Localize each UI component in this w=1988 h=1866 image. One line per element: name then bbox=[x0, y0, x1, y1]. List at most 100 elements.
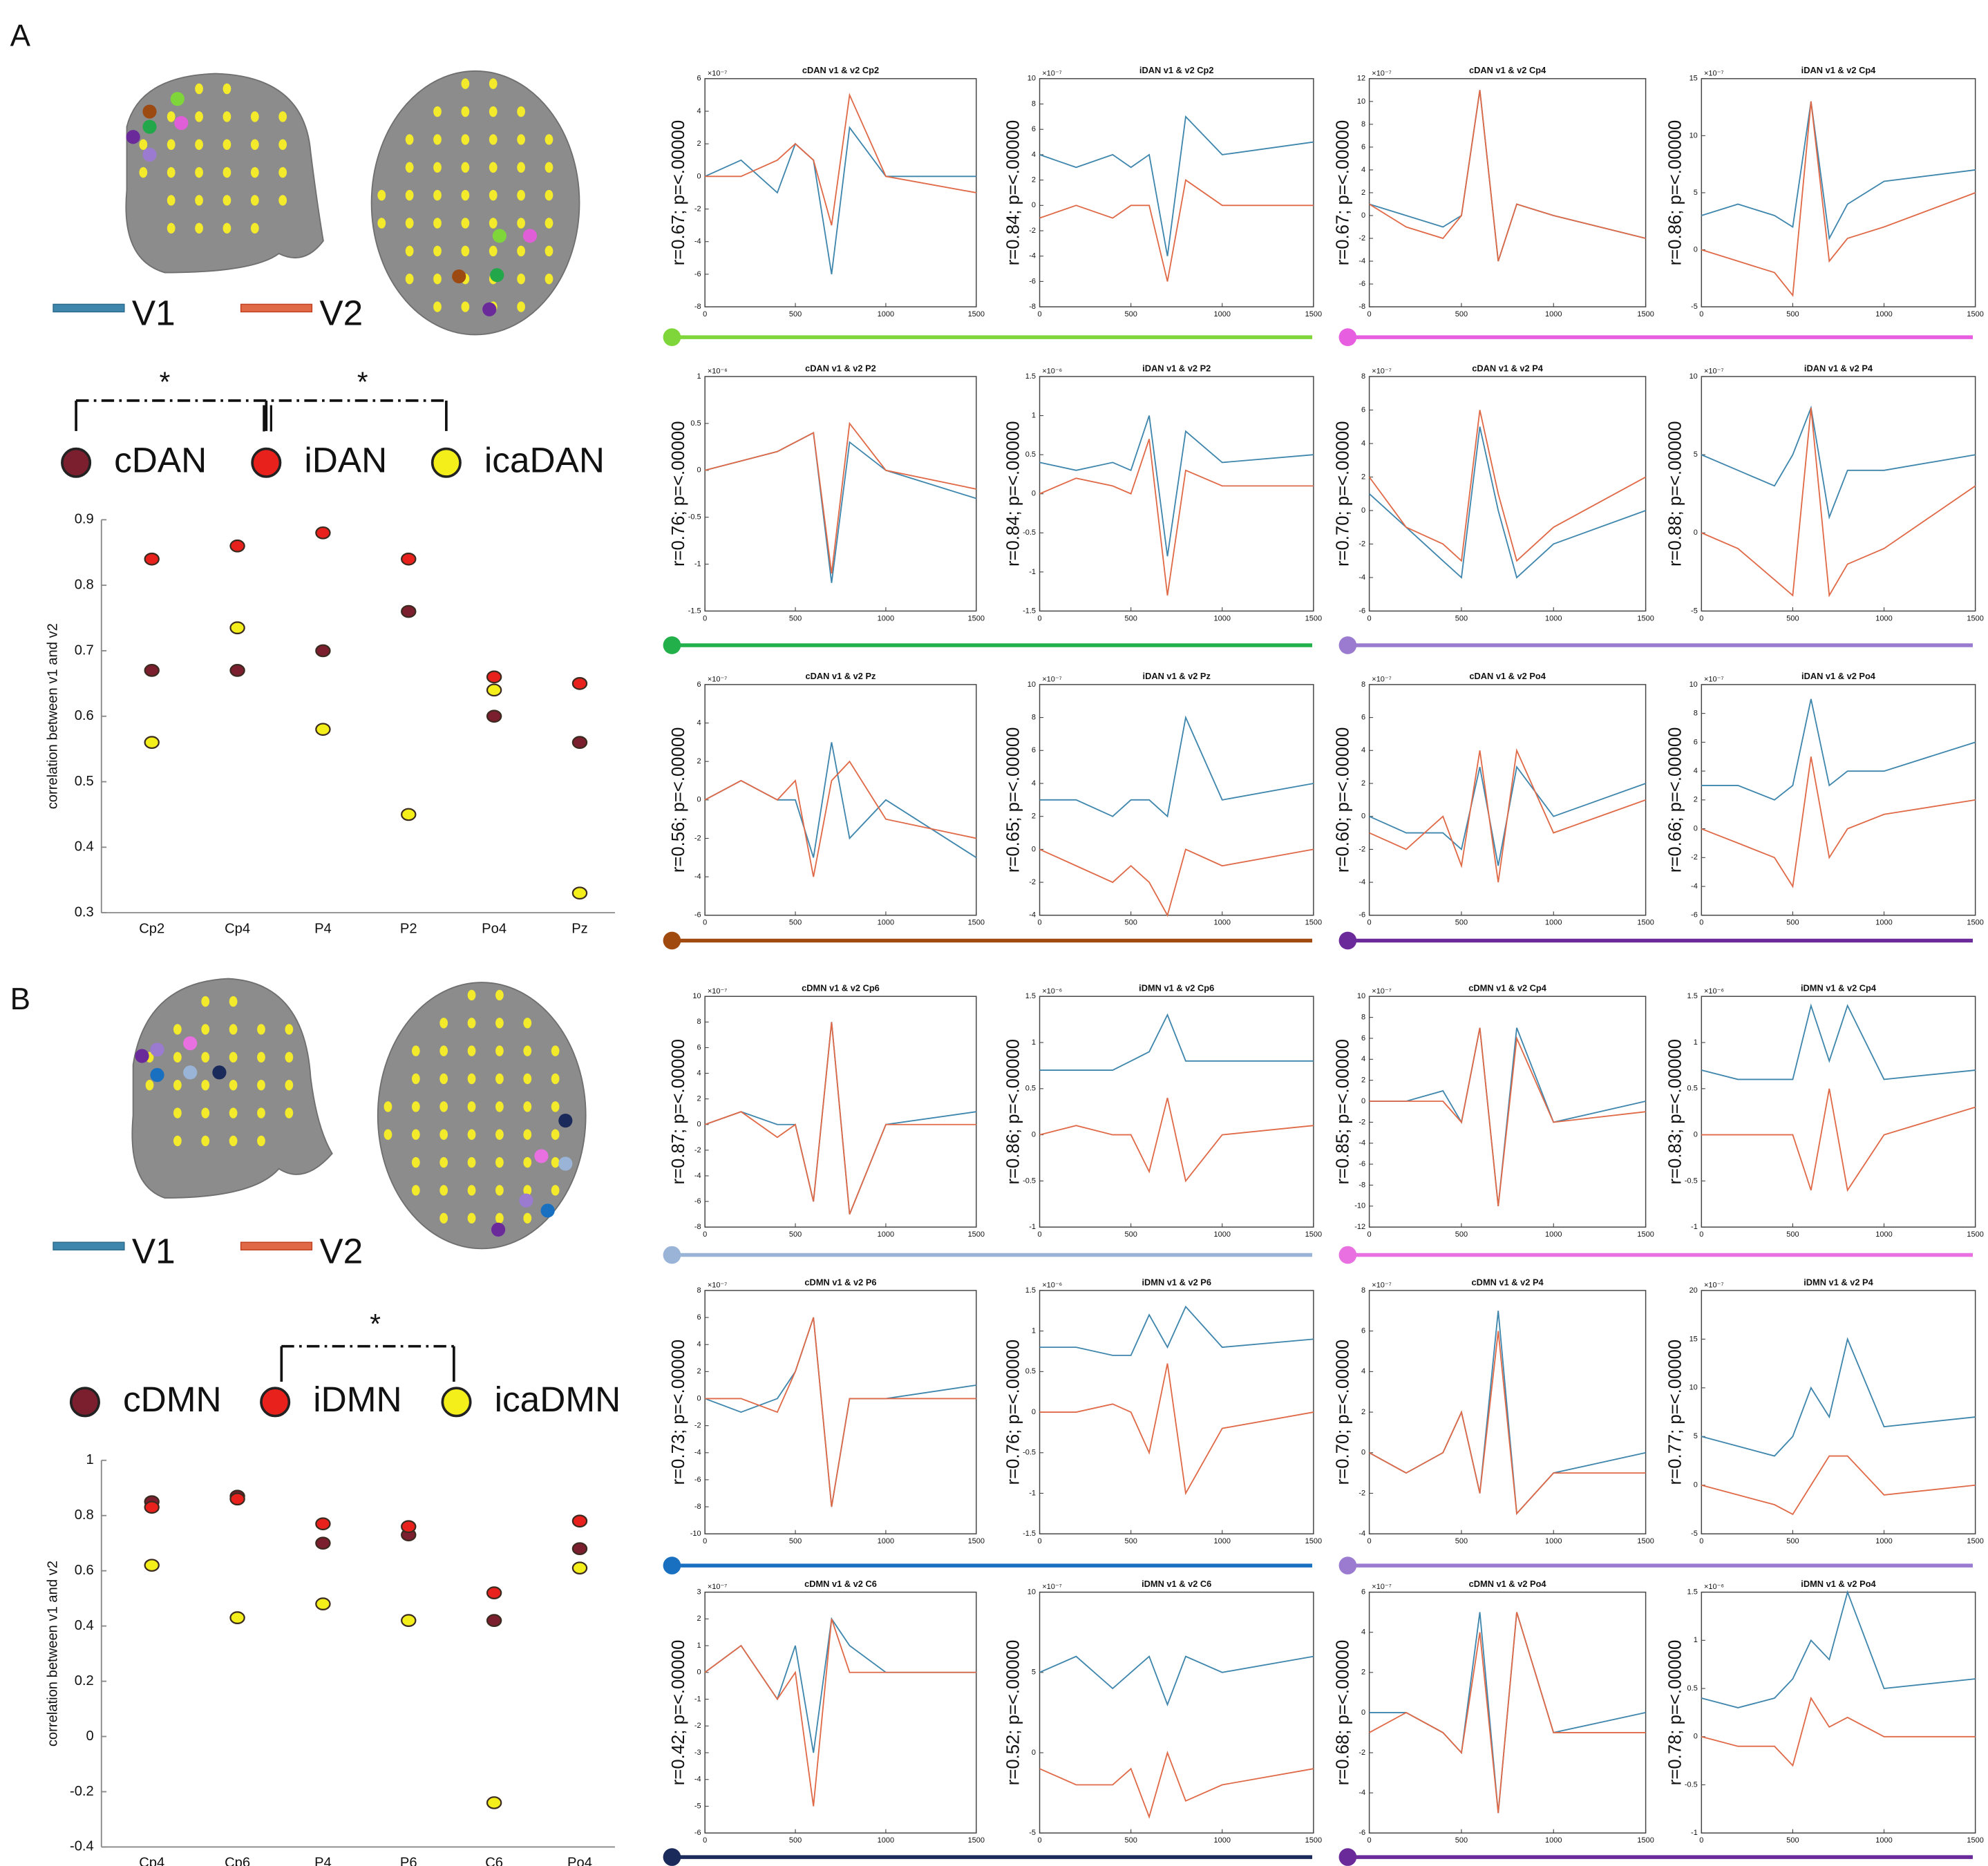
y-tick-label: 1.5 bbox=[1025, 372, 1036, 381]
x-tick-label: 500 bbox=[789, 1537, 802, 1545]
x-tick-label: 1500 bbox=[1305, 310, 1322, 318]
electrode bbox=[439, 1130, 448, 1140]
plot-title: iDMN v1 & v2 Cp4 bbox=[1801, 983, 1877, 993]
y-tick-label: 4 bbox=[1361, 439, 1365, 448]
y-exponent: ×10⁻⁷ bbox=[1704, 368, 1723, 376]
electrode bbox=[462, 190, 470, 200]
y-tick-label: 3 bbox=[697, 1588, 701, 1597]
legend-label: cDMN bbox=[123, 1379, 222, 1419]
electrode bbox=[462, 218, 470, 228]
y-tick-label: -6 bbox=[694, 270, 701, 278]
electrode bbox=[201, 1024, 209, 1034]
r-annotation: r=0.76; p=<.00000 bbox=[1004, 1340, 1023, 1485]
connector-dot bbox=[663, 636, 681, 654]
electrode-colored bbox=[519, 1194, 533, 1208]
y-exponent: ×10⁻⁶ bbox=[1042, 368, 1062, 376]
connector-dot bbox=[663, 1246, 681, 1264]
electrode bbox=[523, 1157, 531, 1168]
y-tick-label: -5 bbox=[1029, 1829, 1036, 1837]
x-tick-label: 1500 bbox=[1305, 1836, 1322, 1845]
y-exponent: ×10⁻⁷ bbox=[1372, 1281, 1391, 1289]
x-tick-label: 1500 bbox=[1637, 1537, 1654, 1545]
electrode bbox=[278, 195, 287, 205]
y-tick-label: 8 bbox=[697, 1018, 701, 1026]
y-tick-label: 0 bbox=[1361, 1449, 1365, 1457]
x-tick-label: 1000 bbox=[1214, 1230, 1231, 1239]
legend-marker bbox=[252, 449, 280, 477]
dot bbox=[316, 723, 330, 735]
legend-label: V1 bbox=[132, 293, 176, 333]
electrode bbox=[517, 274, 525, 284]
r-annotation: r=0.67; p=<.00000 bbox=[669, 120, 688, 266]
x-tick-label: 500 bbox=[1124, 310, 1137, 318]
r-annotation: r=0.86; p=<.00000 bbox=[1004, 1039, 1023, 1185]
legend-label: cDAN bbox=[114, 439, 207, 479]
y-exponent: ×10⁻⁷ bbox=[708, 987, 727, 996]
y-tick-label: -3 bbox=[694, 1749, 701, 1757]
legend-marker bbox=[261, 1388, 289, 1416]
electrode-colored bbox=[174, 116, 188, 130]
r-annotation: r=0.60; p=<.00000 bbox=[1334, 727, 1353, 873]
plot-box bbox=[1701, 996, 1975, 1227]
electrode bbox=[139, 140, 147, 150]
x-tick-label: P4 bbox=[314, 921, 332, 936]
y-tick-label: 1.5 bbox=[1687, 1588, 1698, 1597]
y-tick-label: -1.5 bbox=[1023, 1530, 1036, 1538]
plot-title: cDAN v1 & v2 Cp4 bbox=[1469, 65, 1546, 75]
electrode bbox=[257, 1024, 265, 1034]
y-tick-label: -2 bbox=[1359, 845, 1365, 853]
x-tick-label: 500 bbox=[1455, 310, 1468, 318]
x-tick-label: 500 bbox=[789, 614, 802, 622]
electrode-colored bbox=[183, 1065, 197, 1079]
y-tick-label: -1 bbox=[1029, 1489, 1036, 1497]
y-tick-label: 2 bbox=[1032, 812, 1036, 821]
electrode bbox=[406, 218, 414, 228]
y-exponent: ×10⁻⁷ bbox=[1042, 675, 1061, 683]
electrode bbox=[195, 111, 203, 122]
legend-label: V2 bbox=[319, 1230, 363, 1270]
y-tick-label: -2 bbox=[1359, 1489, 1365, 1497]
x-tick-label: 1500 bbox=[1305, 614, 1322, 622]
y-tick-label: 0 bbox=[1694, 1481, 1698, 1489]
x-tick-label: 500 bbox=[1455, 919, 1468, 927]
x-tick-label: 1000 bbox=[878, 1836, 894, 1845]
r-annotation: r=0.67; p=<.00000 bbox=[1334, 120, 1353, 266]
plot-title: cDAN v1 & v2 Cp2 bbox=[802, 65, 879, 75]
x-tick-label: 1500 bbox=[1637, 1230, 1654, 1239]
y-tick-label: 0.5 bbox=[1025, 450, 1036, 459]
electrode bbox=[523, 1213, 531, 1224]
electrode bbox=[201, 1052, 209, 1063]
y-tick-label: 8 bbox=[1361, 120, 1365, 128]
y-tick-label: 0 bbox=[1361, 506, 1365, 515]
electrode bbox=[257, 1107, 265, 1118]
y-tick-label: 1 bbox=[1694, 1038, 1698, 1047]
x-tick-label: 1000 bbox=[1214, 919, 1231, 927]
y-tick-label: 4 bbox=[697, 1340, 701, 1349]
dot bbox=[145, 665, 159, 676]
dot bbox=[145, 1559, 159, 1571]
x-tick-label: 1000 bbox=[1545, 1537, 1562, 1545]
y-tick-label: -4 bbox=[1359, 1789, 1365, 1797]
x-tick-label: 1000 bbox=[878, 614, 894, 622]
electrode bbox=[251, 167, 259, 178]
electrode bbox=[251, 111, 259, 122]
electrode bbox=[173, 1024, 182, 1034]
electrode bbox=[278, 167, 287, 178]
x-tick-label: 1500 bbox=[1967, 1230, 1983, 1239]
r-annotation: r=0.84; p=<.00000 bbox=[1004, 120, 1023, 266]
legend-label: V2 bbox=[319, 293, 363, 333]
y-tick-label: 6 bbox=[1361, 143, 1365, 151]
x-tick-label: 500 bbox=[1124, 1230, 1137, 1239]
electrode bbox=[229, 1107, 238, 1118]
y-tick-label: -6 bbox=[1029, 277, 1036, 285]
electrode bbox=[495, 990, 504, 1000]
y-tick-label: 4 bbox=[1361, 1367, 1365, 1375]
electrode bbox=[139, 167, 147, 178]
plot-box bbox=[1701, 1291, 1975, 1534]
y-tick-label: 10 bbox=[1689, 131, 1698, 140]
y-exponent: ×10⁻⁶ bbox=[708, 368, 728, 376]
y-tick-label: 6 bbox=[1361, 406, 1365, 414]
x-tick-label: 1000 bbox=[1875, 919, 1892, 927]
plot-box bbox=[1040, 79, 1314, 307]
electrode bbox=[412, 1045, 420, 1056]
